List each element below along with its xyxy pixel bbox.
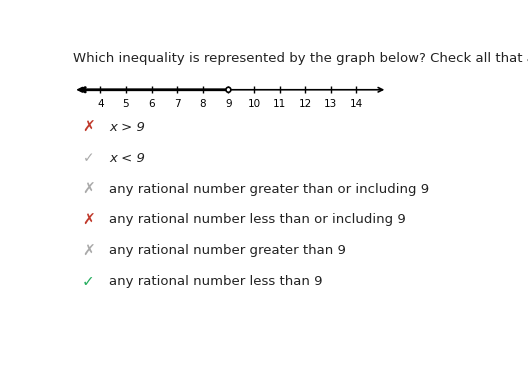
Text: 4: 4 (97, 99, 103, 109)
Text: x > 9: x > 9 (109, 121, 145, 134)
Text: 12: 12 (299, 99, 312, 109)
Text: 10: 10 (248, 99, 261, 109)
Text: 8: 8 (200, 99, 206, 109)
Text: any rational number less than 9: any rational number less than 9 (109, 275, 323, 288)
Text: any rational number greater than or including 9: any rational number greater than or incl… (109, 183, 429, 196)
Text: ✓: ✓ (83, 151, 95, 165)
Text: 6: 6 (148, 99, 155, 109)
Text: 7: 7 (174, 99, 181, 109)
Text: ✗: ✗ (82, 213, 95, 228)
Text: 5: 5 (122, 99, 129, 109)
Text: ✗: ✗ (82, 182, 95, 196)
Text: 9: 9 (225, 99, 232, 109)
Text: ✗: ✗ (82, 120, 95, 135)
Text: x < 9: x < 9 (109, 152, 145, 165)
Text: 11: 11 (273, 99, 286, 109)
Text: any rational number greater than 9: any rational number greater than 9 (109, 244, 346, 257)
Text: ✓: ✓ (82, 274, 95, 289)
Text: Which inequality is represented by the graph below? Check all that apply.: Which inequality is represented by the g… (73, 52, 528, 65)
Text: any rational number less than or including 9: any rational number less than or includi… (109, 213, 406, 226)
Text: ✗: ✗ (82, 243, 95, 258)
Ellipse shape (226, 87, 231, 92)
Text: 14: 14 (350, 99, 363, 109)
Text: 13: 13 (324, 99, 337, 109)
